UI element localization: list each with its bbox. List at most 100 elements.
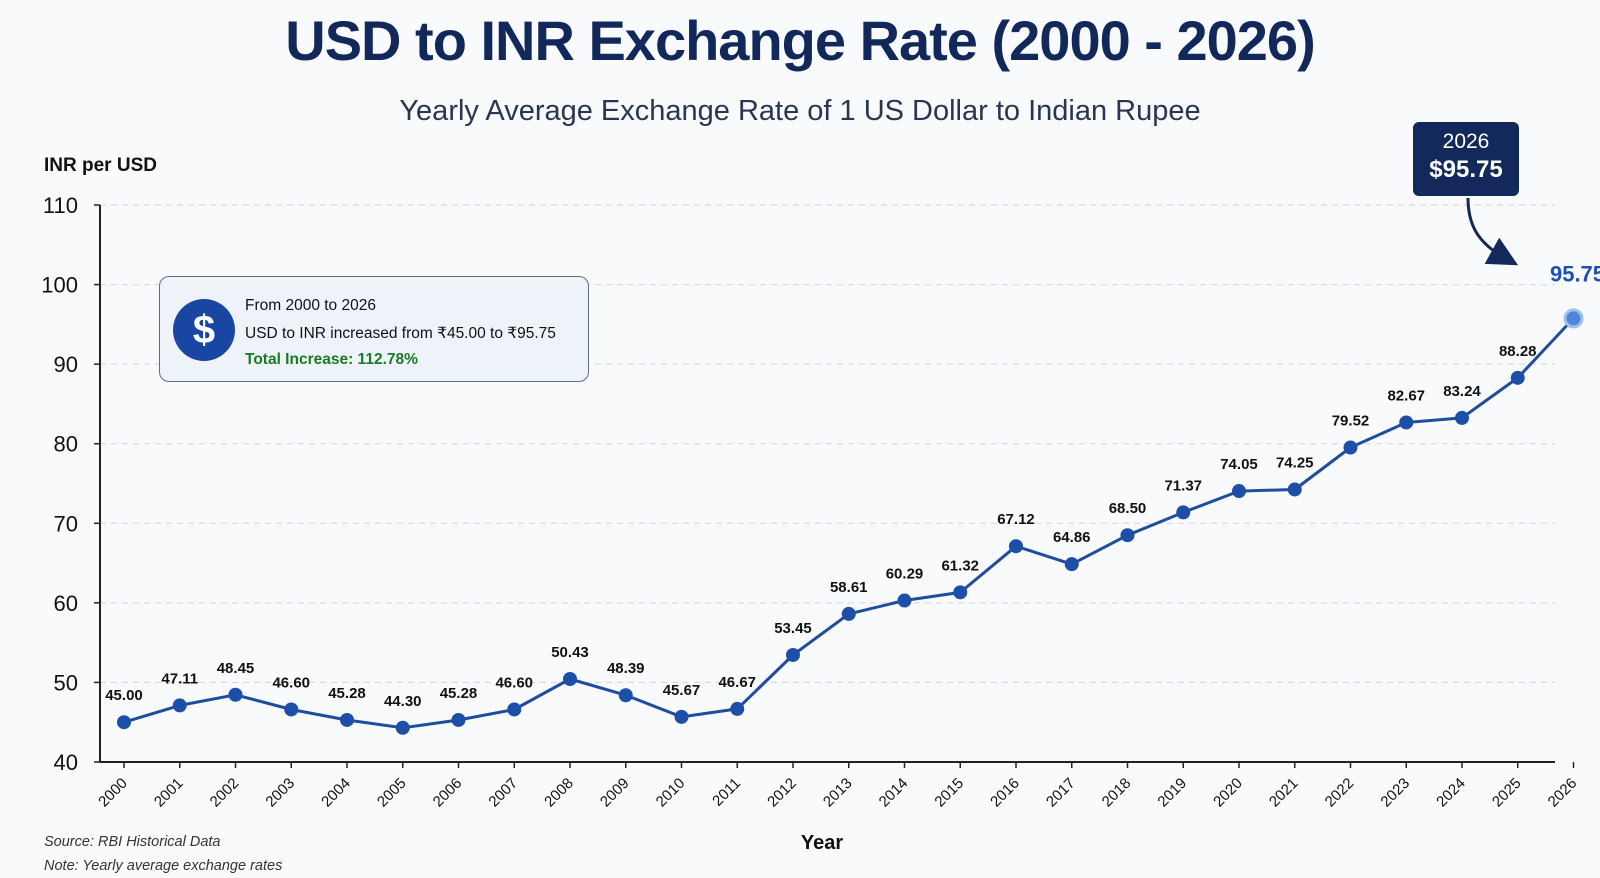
data-label: 71.37 xyxy=(1164,477,1202,494)
data-point xyxy=(1287,482,1302,497)
y-tick-label: 90 xyxy=(54,352,78,377)
data-point xyxy=(1064,557,1079,572)
x-tick-label: 2019 xyxy=(1154,775,1190,811)
data-label: 44.30 xyxy=(384,693,422,710)
data-point xyxy=(284,702,299,717)
data-label: 46.60 xyxy=(495,674,533,691)
source-note: Source: RBI Historical Data xyxy=(44,834,221,850)
data-label: 74.05 xyxy=(1220,456,1258,473)
summary-info-box: $ From 2000 to 2026 USD to INR increased… xyxy=(159,276,589,382)
x-tick-label: 2008 xyxy=(541,775,577,811)
x-tick-label: 2009 xyxy=(597,775,633,811)
callout-year: 2026 xyxy=(1442,130,1490,153)
x-tick-label: 2011 xyxy=(709,775,744,810)
x-tick-label: 2002 xyxy=(207,775,243,811)
data-note: Note: Yearly average exchange rates xyxy=(44,858,283,874)
x-axis-title: Year xyxy=(801,832,843,854)
data-point xyxy=(1455,410,1469,425)
data-label: 88.28 xyxy=(1499,343,1537,360)
x-tick-label: 2007 xyxy=(485,775,521,811)
data-point xyxy=(395,720,410,735)
data-label: 74.25 xyxy=(1276,454,1314,471)
data-point xyxy=(1232,484,1246,499)
data-point xyxy=(953,585,968,600)
x-tick-label: 2005 xyxy=(374,775,410,811)
x-tick-label: 2017 xyxy=(1043,775,1079,811)
data-label: 45.67 xyxy=(663,682,701,699)
info-total-increase: Total Increase: 112.78% xyxy=(245,351,418,368)
y-tick-label: 60 xyxy=(54,591,78,616)
data-label-highlight: 95.75 xyxy=(1550,261,1600,286)
data-label: 45.28 xyxy=(440,685,478,702)
data-point xyxy=(1009,539,1023,554)
y-tick-label: 70 xyxy=(54,511,78,536)
data-point xyxy=(1399,415,1414,430)
data-point xyxy=(563,672,577,687)
y-axis-title: INR per USD xyxy=(44,155,157,176)
data-label: 46.60 xyxy=(272,674,310,691)
callout-value: $95.75 xyxy=(1429,156,1503,183)
data-point xyxy=(340,712,354,727)
chart-subtitle: Yearly Average Exchange Rate of 1 US Dol… xyxy=(399,95,1201,127)
data-label: 53.45 xyxy=(774,620,812,637)
data-point xyxy=(897,593,912,608)
data-point xyxy=(1510,370,1525,385)
data-point-highlight xyxy=(1563,308,1584,329)
y-tick-label: 100 xyxy=(41,273,78,298)
data-point xyxy=(1176,505,1191,520)
data-point xyxy=(730,701,745,716)
dollar-icon: $ xyxy=(173,299,235,361)
data-point xyxy=(451,712,466,727)
x-tick-label: 2010 xyxy=(653,775,689,811)
data-label: 45.28 xyxy=(328,685,366,702)
x-tick-label: 2004 xyxy=(318,775,354,811)
x-tick-label: 2026 xyxy=(1545,775,1581,811)
x-tick-label: 2006 xyxy=(430,775,466,811)
x-tick-label: 2012 xyxy=(764,775,800,811)
data-point xyxy=(618,688,633,703)
callout-arrow xyxy=(1466,197,1519,266)
data-point xyxy=(172,698,187,713)
x-tick-label: 2015 xyxy=(931,775,967,811)
y-tick-label: 110 xyxy=(43,193,78,218)
data-label: 67.12 xyxy=(997,511,1035,528)
x-tick-label: 2001 xyxy=(151,775,187,811)
info-change: USD to INR increased from ₹45.00 to ₹95.… xyxy=(245,325,556,342)
data-label: 64.86 xyxy=(1053,529,1091,546)
data-label: 58.61 xyxy=(830,579,868,596)
data-point xyxy=(841,606,856,621)
data-point xyxy=(228,687,243,702)
x-tick-label: 2014 xyxy=(876,775,912,811)
x-tick-label: 2000 xyxy=(95,775,131,811)
x-tick-label: 2024 xyxy=(1433,775,1469,811)
x-tick-label: 2018 xyxy=(1099,775,1135,811)
data-label: 79.52 xyxy=(1332,413,1370,430)
chart-title: USD to INR Exchange Rate (2000 - 2026) xyxy=(285,9,1315,72)
info-period: From 2000 to 2026 xyxy=(245,297,376,314)
data-point xyxy=(507,702,522,717)
data-label: 47.11 xyxy=(161,670,198,687)
data-point xyxy=(674,709,689,724)
y-tick-label: 50 xyxy=(54,670,78,695)
data-label: 48.45 xyxy=(217,660,255,677)
data-label: 61.32 xyxy=(941,557,979,574)
y-tick-label: 80 xyxy=(54,432,78,457)
x-tick-label: 2013 xyxy=(820,775,856,811)
x-tick-label: 2020 xyxy=(1210,775,1246,811)
x-tick-label: 2025 xyxy=(1489,775,1525,811)
data-label: 60.29 xyxy=(886,566,924,583)
data-label: 45.00 xyxy=(105,687,143,704)
data-label: 68.50 xyxy=(1109,500,1147,517)
data-label: 50.43 xyxy=(551,644,589,661)
data-point xyxy=(1343,440,1358,455)
data-label: 82.67 xyxy=(1387,387,1425,404)
x-tick-label: 2021 xyxy=(1266,775,1302,811)
data-label: 46.67 xyxy=(718,674,756,691)
latest-value-callout: 2026 $95.75 xyxy=(1413,122,1519,196)
data-label: 83.24 xyxy=(1443,383,1481,400)
data-point xyxy=(1120,528,1135,543)
y-tick-label: 40 xyxy=(54,750,78,775)
x-tick-label: 2016 xyxy=(987,775,1023,811)
data-point xyxy=(117,715,131,730)
